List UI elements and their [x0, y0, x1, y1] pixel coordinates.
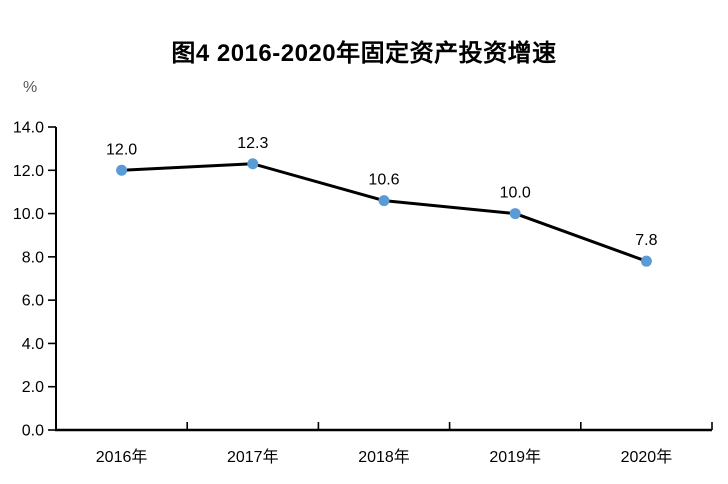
y-axis-tick-label: 10.0 — [13, 206, 44, 223]
x-axis-category-label: 2018年 — [358, 448, 410, 466]
data-point-marker — [509, 208, 521, 220]
y-axis-tick-label: 14.0 — [13, 120, 44, 137]
data-point-label: 7.8 — [635, 232, 657, 249]
y-axis-tick-label: 8.0 — [22, 249, 44, 266]
data-point-marker — [116, 164, 128, 176]
y-axis-tick-label: 2.0 — [22, 379, 44, 396]
chart-title: 图4 2016-2020年固定资产投资增速 — [171, 40, 557, 67]
data-point-marker — [640, 255, 652, 267]
data-point-marker — [378, 195, 390, 207]
y-axis-tick-label: 6.0 — [22, 293, 44, 310]
y-axis-unit-label: % — [23, 79, 38, 96]
data-point-marker — [247, 158, 259, 170]
y-axis-tick-label: 0.0 — [22, 423, 44, 440]
data-point-label: 12.0 — [106, 141, 137, 158]
x-axis-category-label: 2017年 — [227, 448, 279, 466]
y-axis-tick-label: 12.0 — [13, 163, 44, 180]
x-axis-category-label: 2020年 — [621, 448, 673, 466]
x-axis-category-label: 2016年 — [96, 448, 148, 466]
data-point-label: 10.6 — [368, 172, 399, 189]
data-point-label: 10.0 — [500, 185, 531, 202]
y-axis-tick-label: 4.0 — [22, 336, 44, 353]
x-axis-category-label: 2019年 — [489, 448, 541, 466]
data-point-label: 12.3 — [237, 135, 268, 152]
